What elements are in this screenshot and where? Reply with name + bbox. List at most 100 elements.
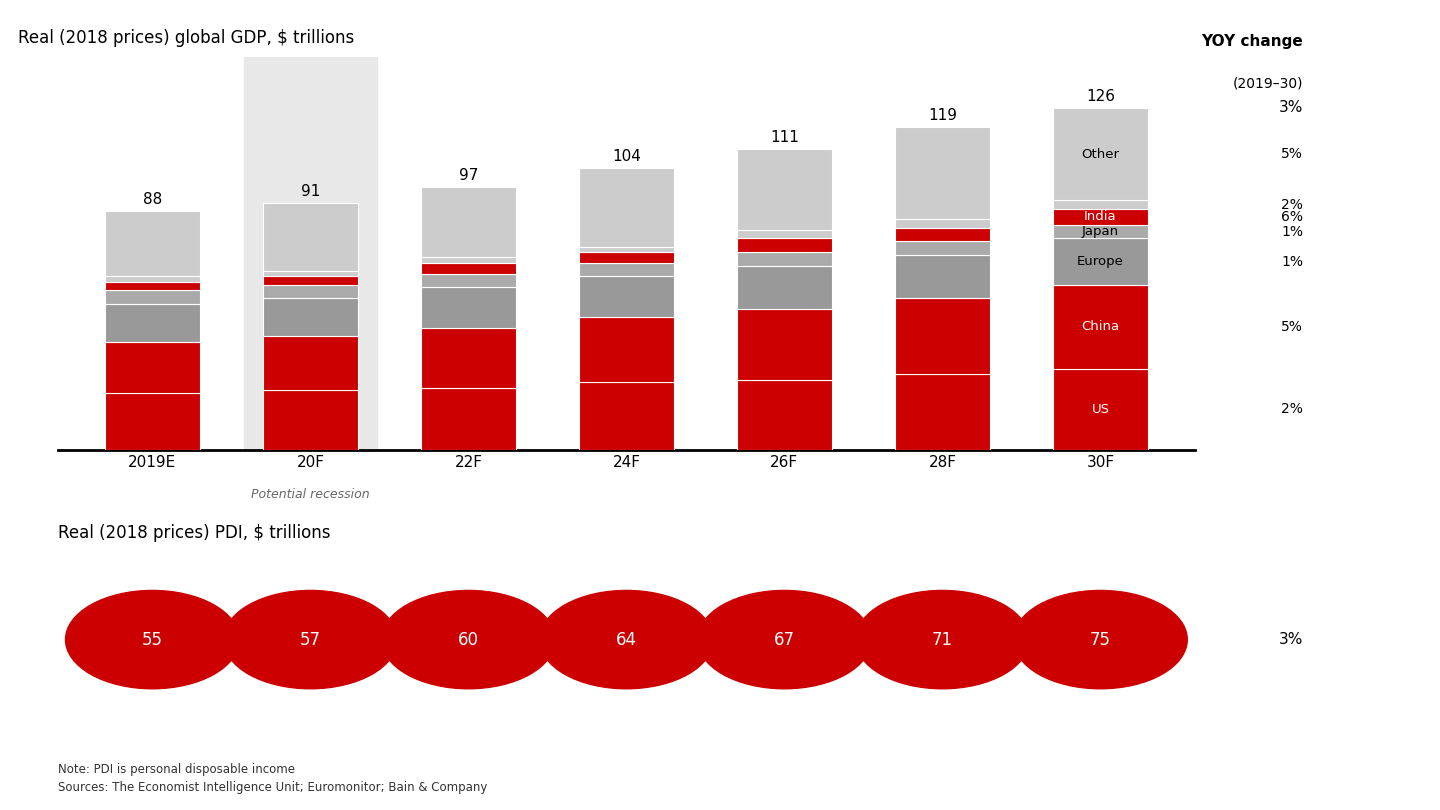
Bar [579, 318, 674, 382]
Text: 1%: 1% [1282, 224, 1303, 239]
Bar [264, 284, 357, 298]
Bar [420, 388, 516, 450]
Text: YOY change: YOY change [1201, 33, 1303, 49]
Bar [896, 220, 989, 228]
Bar [737, 309, 832, 380]
Text: 64: 64 [616, 631, 636, 649]
Bar [737, 252, 832, 266]
Bar [737, 309, 832, 380]
Text: 97: 97 [459, 168, 478, 183]
Circle shape [1014, 590, 1188, 688]
Bar [1053, 201, 1148, 209]
Bar [105, 211, 200, 276]
Bar [579, 168, 674, 246]
Bar [896, 254, 989, 298]
Bar [896, 241, 989, 254]
Bar [105, 393, 200, 450]
Text: Europe: Europe [1077, 255, 1123, 268]
Bar [105, 290, 200, 304]
Circle shape [855, 590, 1030, 688]
Bar [105, 393, 200, 450]
Bar [420, 388, 516, 450]
Bar [579, 246, 674, 252]
Bar [264, 336, 357, 390]
Bar [264, 284, 357, 298]
Bar [896, 298, 989, 374]
Bar [896, 374, 989, 450]
Bar [737, 252, 832, 266]
Bar [420, 288, 516, 328]
Bar [105, 276, 200, 282]
Text: 55: 55 [143, 631, 163, 649]
Text: 91: 91 [301, 184, 320, 199]
Bar [737, 230, 832, 238]
Bar [105, 304, 200, 342]
Text: 111: 111 [770, 130, 799, 145]
Circle shape [382, 590, 556, 688]
Bar [1053, 109, 1148, 201]
Bar [264, 271, 357, 276]
Bar [737, 266, 832, 309]
Text: 3%: 3% [1279, 100, 1303, 115]
Bar [579, 263, 674, 276]
Bar [579, 246, 674, 252]
Text: 119: 119 [927, 109, 958, 123]
Bar [105, 342, 200, 393]
Bar [420, 187, 516, 258]
Bar [737, 266, 832, 309]
Text: US: US [1092, 403, 1109, 416]
Bar [264, 203, 357, 271]
Text: (2019–30): (2019–30) [1233, 77, 1303, 91]
Bar [420, 288, 516, 328]
Bar [264, 298, 357, 336]
Bar [264, 203, 357, 271]
Text: Potential recession: Potential recession [251, 488, 370, 501]
Text: 6%: 6% [1282, 210, 1303, 224]
Bar [105, 282, 200, 290]
Bar [896, 228, 989, 241]
Bar [737, 238, 832, 252]
Bar [1053, 238, 1148, 284]
Circle shape [697, 590, 871, 688]
Bar [896, 228, 989, 241]
Bar [579, 252, 674, 263]
Bar [579, 276, 674, 318]
Bar [1053, 284, 1148, 369]
Bar [579, 382, 674, 450]
Bar [264, 271, 357, 276]
Bar [737, 149, 832, 230]
Bar [105, 276, 200, 282]
Text: 2%: 2% [1282, 403, 1303, 416]
Bar [264, 276, 357, 284]
Text: 104: 104 [612, 149, 641, 164]
Bar [420, 328, 516, 388]
Text: 2%: 2% [1282, 198, 1303, 211]
Text: 60: 60 [458, 631, 480, 649]
Bar [1053, 209, 1148, 225]
Text: Real (2018 prices) PDI, $ trillions: Real (2018 prices) PDI, $ trillions [58, 524, 330, 542]
Bar [896, 127, 989, 220]
Bar [105, 282, 200, 290]
Bar [264, 336, 357, 390]
Bar [1053, 369, 1148, 450]
Bar [1053, 284, 1148, 369]
Bar [579, 263, 674, 276]
Bar [579, 318, 674, 382]
Bar [737, 230, 832, 238]
Text: China: China [1081, 320, 1119, 333]
Bar [264, 298, 357, 336]
Text: Japan: Japan [1081, 225, 1119, 238]
Bar [105, 304, 200, 342]
Text: 3%: 3% [1279, 632, 1303, 647]
Bar [1053, 225, 1148, 238]
Bar [896, 254, 989, 298]
Text: Note: PDI is personal disposable income
Sources: The Economist Intelligence Unit: Note: PDI is personal disposable income … [58, 763, 487, 794]
Bar [896, 127, 989, 220]
Text: 71: 71 [932, 631, 953, 649]
Bar [420, 263, 516, 274]
Text: Real (2018 prices) global GDP, $ trillions: Real (2018 prices) global GDP, $ trillio… [17, 29, 354, 47]
Bar [420, 274, 516, 288]
Bar [1053, 209, 1148, 225]
Text: India: India [1084, 211, 1116, 224]
Bar [264, 390, 357, 450]
